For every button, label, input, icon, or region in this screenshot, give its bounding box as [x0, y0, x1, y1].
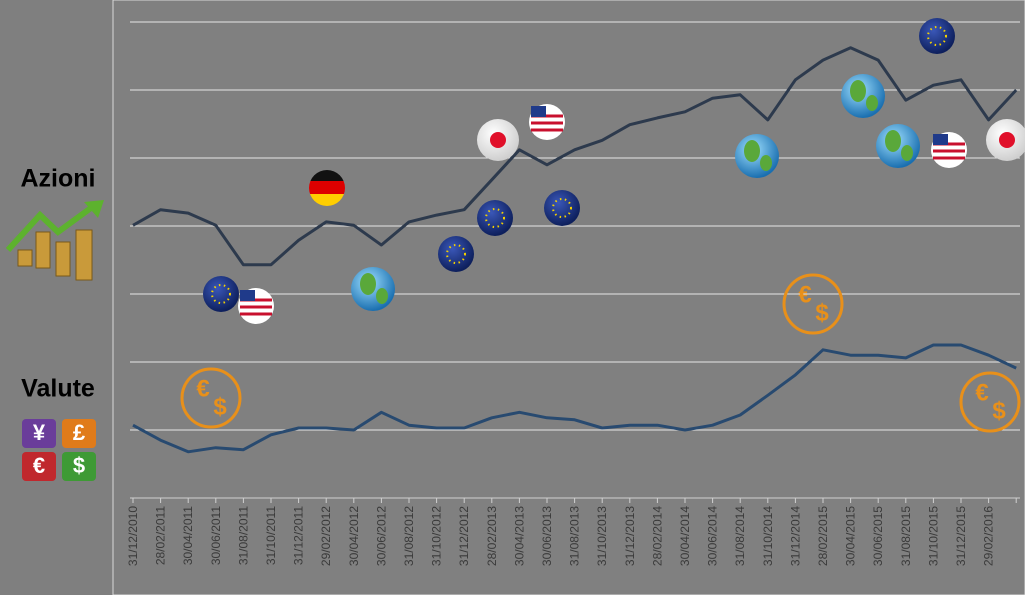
series-line	[132, 343, 1017, 454]
x-tick-label: 30/04/2013	[512, 506, 526, 566]
x-tick-label: 30/04/2011	[181, 506, 195, 565]
currency-tile: $	[73, 453, 85, 478]
x-tick-label: 31/12/2014	[788, 506, 802, 566]
x-tick-label: 31/10/2014	[761, 506, 775, 566]
currency-mark: €	[975, 379, 988, 406]
x-tick-label: 28/02/2013	[485, 506, 499, 566]
x-tick-label: 30/06/2012	[374, 506, 388, 566]
x-tick-label: 30/04/2012	[347, 506, 361, 566]
x-tick-label: 31/08/2011	[236, 506, 250, 565]
x-tick-label: 30/04/2015	[844, 506, 858, 566]
x-tick-label: 31/08/2012	[402, 506, 416, 566]
x-tick-label: 31/12/2011	[292, 506, 306, 565]
x-tick-label: 30/06/2015	[871, 506, 885, 566]
coins-icon	[5, 200, 104, 281]
currency-mark: $	[992, 397, 1006, 424]
currency-tile: €	[33, 453, 45, 478]
x-tick-label: 29/02/2016	[982, 506, 996, 566]
x-tick-label: 31/08/2014	[733, 506, 747, 566]
series-line	[132, 46, 1018, 267]
currency-mark: $	[815, 299, 829, 326]
x-tick-label: 31/10/2013	[595, 506, 609, 566]
x-tick-label: 31/12/2012	[457, 506, 471, 566]
currency-mark: €	[196, 375, 209, 402]
currency-mark: €	[798, 281, 811, 308]
currency-tile: £	[73, 420, 86, 445]
flag-icons	[203, 18, 1025, 324]
x-tick-label: 31/08/2015	[899, 506, 913, 566]
x-tick-label: 31/08/2013	[568, 506, 582, 566]
x-tick-label: 29/02/2012	[319, 506, 333, 566]
x-tick-label: 30/06/2011	[209, 506, 223, 565]
series-label: Azioni	[21, 165, 96, 193]
currency-tiles	[22, 419, 96, 481]
x-tick-label: 28/02/2011	[154, 506, 168, 565]
currency-mark: $	[213, 393, 227, 420]
x-tick-label: 31/10/2015	[926, 506, 940, 566]
currency-marks	[180, 273, 1021, 433]
x-tick-label: 31/10/2011	[264, 506, 278, 565]
x-tick-label: 28/02/2014	[650, 506, 664, 566]
x-tick-label: 31/12/2015	[954, 506, 968, 566]
x-tick-label: 30/06/2014	[706, 506, 720, 566]
x-tick-label: 30/06/2013	[540, 506, 554, 566]
x-tick-label: 30/04/2014	[678, 506, 692, 566]
currency-tile: ¥	[33, 420, 46, 445]
x-tick-label: 28/02/2015	[816, 506, 830, 566]
series-label: Valute	[21, 375, 95, 403]
x-tick-label: 31/12/2010	[126, 506, 140, 566]
x-tick-label: 31/12/2013	[623, 506, 637, 566]
x-tick-label: 31/10/2012	[430, 506, 444, 566]
